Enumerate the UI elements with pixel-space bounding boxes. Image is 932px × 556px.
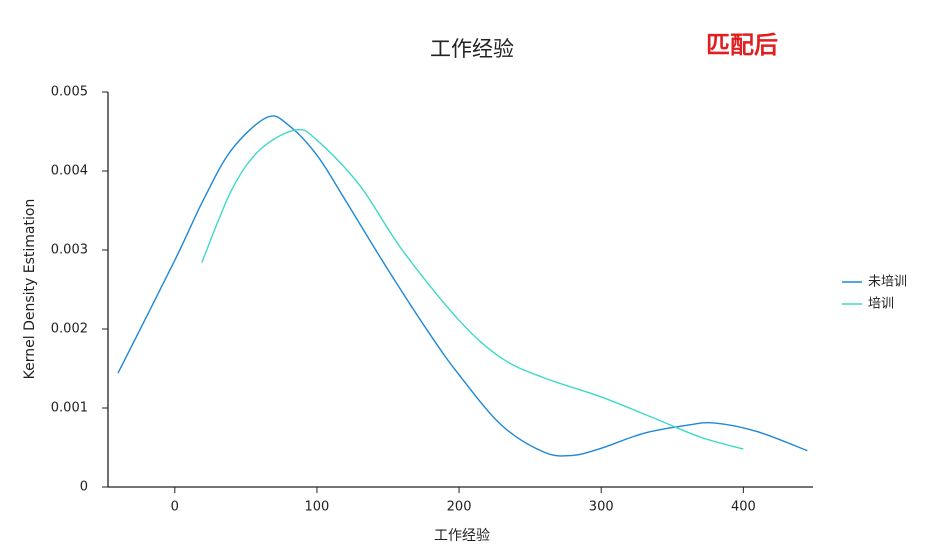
x-axis-label: 工作经验 <box>434 528 490 544</box>
y-axis-label: Kernel Density Estimation <box>22 199 38 380</box>
line <box>201 128 744 450</box>
x-tick-label: 200 <box>447 500 472 515</box>
y-tick-label: 0.001 <box>51 401 88 416</box>
x-tick-label: 300 <box>589 500 614 515</box>
annotation: 匹配后 <box>706 31 778 59</box>
y-tick-label: 0.002 <box>51 322 88 337</box>
chart-title: 工作经验 <box>430 37 514 61</box>
y-tick-label: 0.004 <box>51 164 88 179</box>
legend-label: 未培训 <box>868 274 907 290</box>
x-tick-label: 0 <box>171 500 179 515</box>
y-tick-label: 0.005 <box>51 85 88 100</box>
x-tick-label: 400 <box>731 500 756 515</box>
y-tick-label: 0 <box>80 480 88 495</box>
x-tick-label: 100 <box>305 500 330 515</box>
y-tick-label: 0.003 <box>51 243 88 258</box>
legend-label: 培训 <box>868 296 894 312</box>
line <box>117 115 808 457</box>
